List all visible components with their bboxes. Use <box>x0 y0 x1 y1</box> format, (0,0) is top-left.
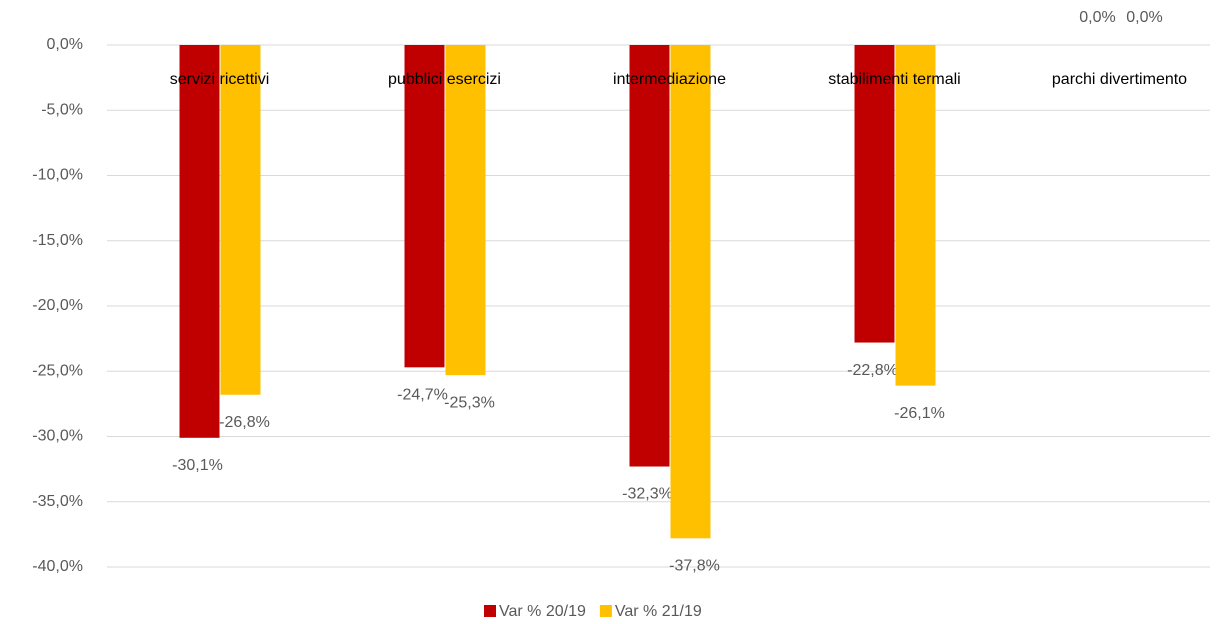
data-label: 0,0% <box>1126 9 1162 26</box>
legend-label: Var % 20/19 <box>499 603 586 620</box>
bar <box>629 45 670 467</box>
y-tick-label: -15,0% <box>32 232 83 249</box>
x-tick-label: intermediazione <box>613 71 726 88</box>
data-label: -26,1% <box>894 405 945 422</box>
bar <box>670 45 711 539</box>
data-label: -22,8% <box>847 362 898 379</box>
data-label: -32,3% <box>622 486 673 503</box>
y-tick-label: -5,0% <box>41 101 83 118</box>
bar <box>404 45 445 368</box>
x-tick-label: servizi ricettivi <box>170 71 270 88</box>
data-label: -24,7% <box>397 387 448 404</box>
bar <box>445 45 486 376</box>
bar <box>895 45 936 386</box>
y-tick-label: -25,0% <box>32 362 83 379</box>
bar <box>179 45 220 438</box>
x-tick-label: stabilimenti termali <box>828 71 960 88</box>
bar <box>220 45 261 395</box>
y-tick-label: -40,0% <box>32 558 83 575</box>
data-label: -25,3% <box>444 394 495 411</box>
data-label: -26,8% <box>219 414 270 431</box>
bar <box>854 45 895 343</box>
data-label: -30,1% <box>172 457 223 474</box>
y-tick-label: -10,0% <box>32 167 83 184</box>
y-tick-label: -30,0% <box>32 428 83 445</box>
y-tick-label: -35,0% <box>32 493 83 510</box>
y-tick-label: 0,0% <box>47 36 83 53</box>
legend-label: Var % 21/19 <box>615 603 702 620</box>
x-tick-label: parchi divertimento <box>1052 71 1187 88</box>
legend-swatch <box>484 605 496 617</box>
data-label: -37,8% <box>669 558 720 575</box>
data-label: 0,0% <box>1079 9 1115 26</box>
y-tick-label: -20,0% <box>32 297 83 314</box>
x-tick-label: pubblici esercizi <box>388 71 501 88</box>
legend-swatch <box>599 605 612 617</box>
